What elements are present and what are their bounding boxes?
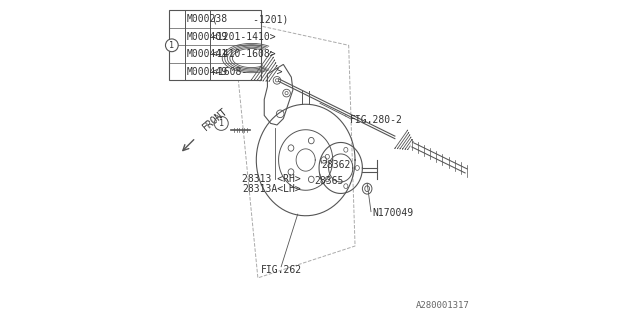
Text: 1: 1 xyxy=(219,119,224,128)
Text: M000441: M000441 xyxy=(186,49,227,59)
Text: <1608-     >: <1608- > xyxy=(212,67,282,76)
Text: 28313A<LH>: 28313A<LH> xyxy=(242,184,301,194)
Text: FRONT: FRONT xyxy=(200,106,230,133)
Text: M000449: M000449 xyxy=(186,67,227,76)
Text: A280001317: A280001317 xyxy=(416,301,470,310)
Text: M000238: M000238 xyxy=(186,14,227,24)
Text: 28365: 28365 xyxy=(314,176,344,186)
Text: (      -1201): ( -1201) xyxy=(212,14,288,24)
Bar xyxy=(169,10,261,80)
Text: 28313 <RH>: 28313 <RH> xyxy=(242,174,301,184)
Text: <1410-1608>: <1410-1608> xyxy=(212,49,276,59)
Text: N170049: N170049 xyxy=(372,208,413,218)
Bar xyxy=(169,10,261,80)
Text: FIG.262: FIG.262 xyxy=(260,265,301,275)
Text: <1201-1410>: <1201-1410> xyxy=(212,32,276,42)
Text: 28362: 28362 xyxy=(321,160,351,170)
Text: M000409: M000409 xyxy=(186,32,227,42)
Text: 1: 1 xyxy=(170,41,174,50)
Circle shape xyxy=(166,39,178,52)
Text: FIG.280-2: FIG.280-2 xyxy=(350,115,403,125)
